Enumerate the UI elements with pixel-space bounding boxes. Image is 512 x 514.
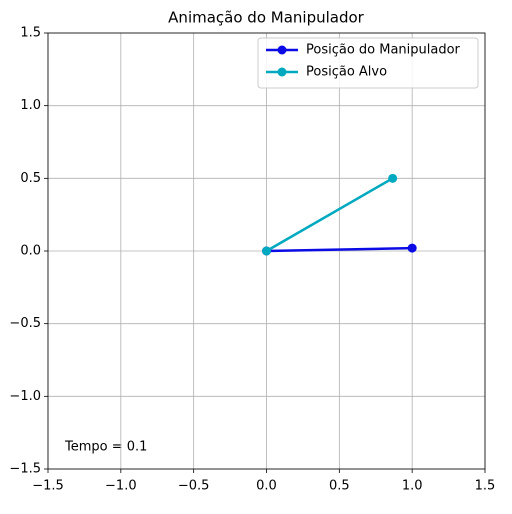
x-tick-label: −1.0	[105, 479, 137, 494]
y-tick-label: 1.5	[20, 26, 41, 41]
y-tick-label: −1.0	[9, 389, 41, 404]
legend-label: Posição Alvo	[306, 65, 387, 80]
point	[262, 246, 271, 256]
point	[388, 173, 398, 183]
x-tick-label: −1.5	[32, 479, 64, 494]
x-tick-label: 1.5	[475, 479, 496, 494]
x-tick-label: 0.5	[329, 479, 350, 494]
legend-box	[257, 37, 479, 89]
y-tick-label: 0.0	[20, 244, 41, 259]
y-tick-label: −0.5	[9, 316, 41, 331]
y-tick-label: 1.0	[20, 98, 41, 113]
point	[407, 243, 417, 253]
y-tick-label: 0.5	[20, 171, 41, 186]
legend-label: Posição do Manipulador	[306, 43, 461, 58]
series-line	[266, 246, 413, 253]
chart-title: Animação do Manipulador	[168, 9, 364, 27]
series-line	[265, 177, 394, 253]
annotation: Tempo = 0.1	[64, 440, 147, 455]
plot-frame	[47, 32, 486, 470]
y-tick-label: −1.5	[9, 462, 41, 477]
legend-marker	[277, 45, 287, 55]
x-tick-label: 0.0	[256, 479, 277, 494]
x-tick-label: −0.5	[178, 479, 210, 494]
legend-marker	[277, 67, 287, 77]
x-tick-label: 1.0	[402, 479, 423, 494]
